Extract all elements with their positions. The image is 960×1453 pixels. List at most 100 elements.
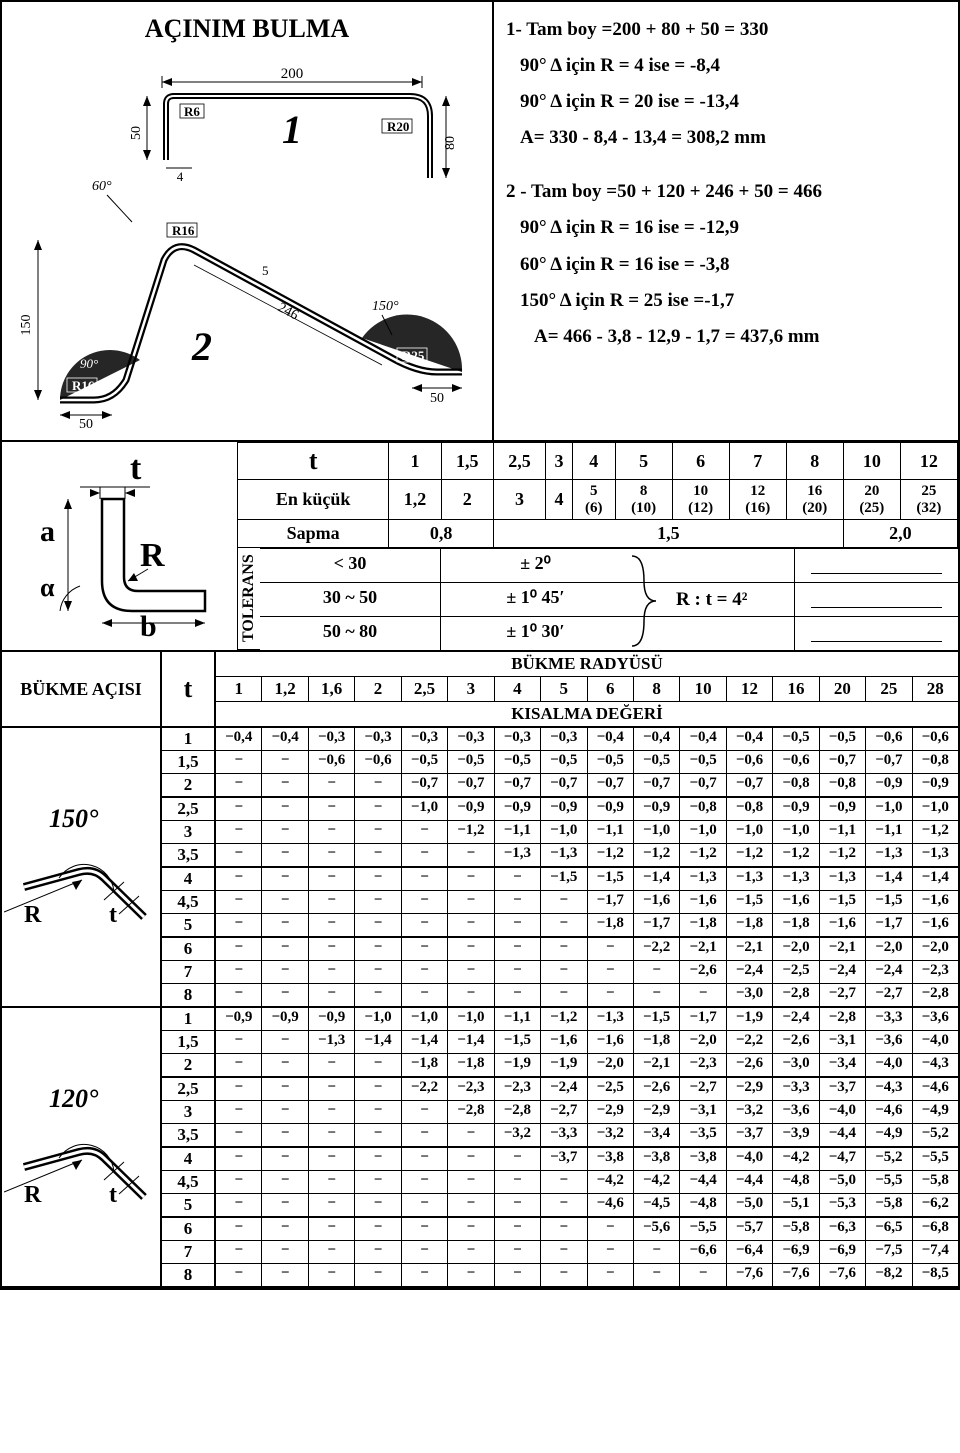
calc1-line3: 90° Δ için R = 20 ise = -13,4 [506, 84, 946, 120]
t-header: t [162, 652, 216, 726]
table-row: 4,5−−−−−−−−−1,7−1,6−1,6−1,5−1,6−1,5−1,5−… [162, 891, 958, 914]
value-cell: −1,3 [680, 868, 726, 890]
svg-text:120°: 120° [49, 1084, 99, 1113]
angle-diagram-cell: 120° R t [2, 1008, 162, 1286]
value-cell: −3,4 [634, 1124, 680, 1146]
value-cell: −0,5 [495, 751, 541, 773]
value-cell: − [355, 1124, 401, 1146]
tolerance-block: TOLERANS < 30 ± 2⁰ 30 ~ 50 [237, 548, 958, 650]
value-cell: − [541, 1218, 587, 1240]
value-cell: −4,0 [913, 1031, 958, 1053]
value-cell: − [448, 868, 494, 890]
value-cell: −0,5 [448, 751, 494, 773]
value-cell: −3,7 [820, 1078, 866, 1100]
bend-diagram-panel: t R a α b [2, 442, 237, 650]
value-cell: − [448, 1264, 494, 1286]
value-cell: −0,3 [402, 728, 448, 750]
table-row: 6−−−−−−−−−−2,2−2,1−2,1−2,0−2,1−2,0−2,0 [162, 938, 958, 961]
svg-text:t: t [109, 1182, 117, 1208]
value-cell: −2,7 [866, 984, 912, 1006]
value-cell: −3,2 [588, 1124, 634, 1146]
value-cell: − [495, 1264, 541, 1286]
value-cell: − [588, 938, 634, 960]
value-cell: − [262, 1078, 308, 1100]
value-cell: − [355, 821, 401, 843]
value-cell: −4,4 [680, 1171, 726, 1193]
value-cell: − [216, 1078, 262, 1100]
value-cell: −4,5 [634, 1194, 680, 1216]
value-cell: − [216, 1218, 262, 1240]
calc2-line2: 90° Δ için R = 16 ise = -12,9 [506, 210, 946, 246]
value-cell: −1,5 [866, 891, 912, 913]
value-cell: −1,0 [355, 1008, 401, 1030]
value-cell: −2,0 [680, 1031, 726, 1053]
value-cell: −4,9 [913, 1101, 958, 1123]
value-cell: − [262, 1031, 308, 1053]
angle-section: 150° R t 1−0,4−0,4−0,3−0,3−0,3−0,3−0,3−0… [2, 728, 958, 1008]
label-r25: R25 [402, 348, 425, 363]
value-cell: −1,2 [680, 844, 726, 866]
value-cell: −1,0 [680, 821, 726, 843]
value-cell: − [541, 984, 587, 1006]
calc1-line2: 90° Δ için R = 4 ise = -8,4 [506, 48, 946, 84]
value-cell: −5,5 [913, 1148, 958, 1170]
value-cell: − [262, 938, 308, 960]
angle-section: 120° R t 1−0,9−0,9−0,9−1,0−1,0−1,0−1,1−1… [2, 1008, 958, 1288]
value-cell: − [448, 1171, 494, 1193]
value-cell: −0,6 [773, 751, 819, 773]
label-r6: R6 [184, 104, 200, 119]
value-cell: −0,8 [820, 774, 866, 796]
value-cell: −0,8 [913, 751, 958, 773]
t-value: 4,5 [162, 1171, 216, 1193]
value-cell: − [541, 1194, 587, 1216]
value-cell: − [355, 1078, 401, 1100]
value-cell: −2,0 [773, 938, 819, 960]
value-cell: − [402, 821, 448, 843]
value-cell: − [355, 891, 401, 913]
value-cell: −5,6 [634, 1218, 680, 1240]
value-cell: −3,8 [588, 1148, 634, 1170]
value-cell: − [262, 1264, 308, 1286]
radius-col-header: 25 [866, 677, 912, 701]
value-cell: − [262, 868, 308, 890]
value-cell: − [262, 914, 308, 936]
value-cell: − [448, 844, 494, 866]
value-cell: −0,6 [355, 751, 401, 773]
value-cell: −3,6 [866, 1031, 912, 1053]
table-row: 5−−−−−−−−−4,6−4,5−4,8−5,0−5,1−5,3−5,8−6,… [162, 1194, 958, 1218]
calc2-line1: 2 - Tam boy =50 + 120 + 246 + 50 = 466 [506, 174, 946, 210]
table-row: 4,5−−−−−−−−−4,2−4,2−4,4−4,4−4,8−5,0−5,5−… [162, 1171, 958, 1194]
value-cell: −7,5 [866, 1241, 912, 1263]
radius-col-header: 20 [820, 677, 866, 701]
radius-col-header: 12 [727, 677, 773, 701]
value-cell: − [216, 1124, 262, 1146]
value-cell: − [216, 844, 262, 866]
value-cell: −4,2 [634, 1171, 680, 1193]
value-cell: −1,2 [727, 844, 773, 866]
radius-col-header: 8 [634, 677, 680, 701]
value-cell: − [355, 1054, 401, 1076]
value-cell: −2,9 [634, 1101, 680, 1123]
value-cell: − [216, 774, 262, 796]
value-cell: −2,7 [541, 1101, 587, 1123]
value-cell: −1,3 [495, 844, 541, 866]
value-cell: − [495, 938, 541, 960]
value-cell: − [309, 938, 355, 960]
calc2-line5: A= 466 - 3,8 - 12,9 - 1,7 = 437,6 mm [506, 319, 946, 355]
angle-diagram: 150° R t [4, 792, 159, 942]
value-cell: −4,2 [588, 1171, 634, 1193]
calc2-line3: 60° Δ için R = 16 ise = -3,8 [506, 247, 946, 283]
value-cell: −1,8 [588, 914, 634, 936]
table-row: 4−−−−−−−−1,5−1,5−1,4−1,3−1,3−1,3−1,3−1,4… [162, 868, 958, 891]
value-cell: −1,3 [541, 844, 587, 866]
value-cell: −1,6 [820, 914, 866, 936]
value-cell: −1,9 [727, 1008, 773, 1030]
value-cell: − [262, 1241, 308, 1263]
value-cell: −0,5 [773, 728, 819, 750]
dim-150: 150 [19, 315, 34, 336]
value-cell: −2,9 [588, 1101, 634, 1123]
value-cell: − [216, 1148, 262, 1170]
value-cell: −1,4 [634, 868, 680, 890]
value-cell: −6,5 [866, 1218, 912, 1240]
t-value: 8 [162, 1264, 216, 1286]
